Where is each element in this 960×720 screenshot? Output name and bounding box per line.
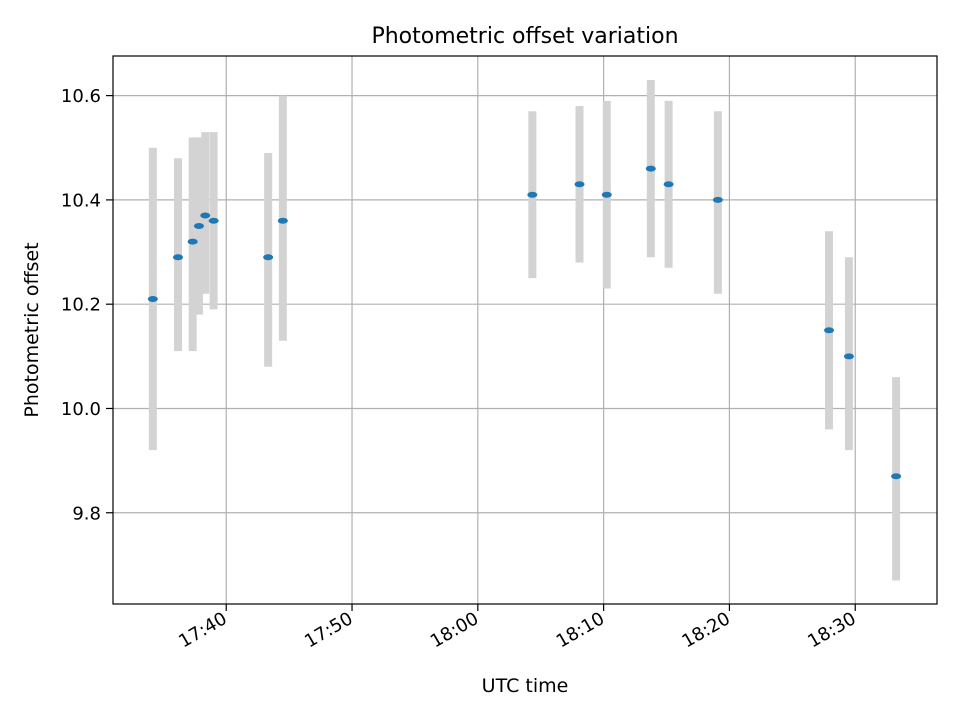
y-tick-label: 10.2 [61, 295, 101, 316]
y-tick-label: 10.4 [61, 190, 101, 211]
data-point [187, 238, 198, 245]
data-point [527, 191, 538, 198]
data-point [843, 353, 854, 360]
data-point [663, 181, 674, 188]
x-axis-label: UTC time [482, 675, 569, 697]
data-point [263, 254, 274, 261]
chart-title: Photometric offset variation [371, 24, 678, 49]
data-markers [147, 165, 902, 480]
y-axis: 9.8 10.0 10.2 10.4 10.6 [61, 86, 113, 524]
data-point [574, 181, 585, 188]
y-axis-label: Photometric offset [21, 242, 43, 417]
grid [113, 56, 937, 604]
data-point [601, 191, 612, 198]
data-point [891, 473, 902, 480]
y-tick-label: 9.8 [72, 503, 101, 524]
data-point [172, 254, 183, 261]
data-point [208, 217, 219, 224]
y-tick-label: 10.0 [61, 399, 101, 420]
data-point [645, 165, 656, 172]
data-point [200, 212, 211, 219]
data-point [824, 327, 835, 334]
data-point [277, 217, 288, 224]
data-point [147, 295, 158, 302]
data-point [712, 196, 723, 203]
plot-frame [112, 55, 938, 605]
data-point [193, 222, 204, 229]
y-tick-label: 10.6 [61, 86, 101, 107]
